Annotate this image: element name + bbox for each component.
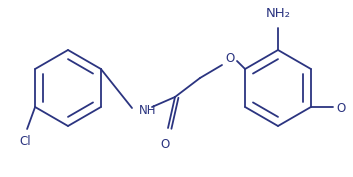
Text: Cl: Cl xyxy=(19,135,31,148)
Text: O: O xyxy=(336,101,346,115)
Text: NH: NH xyxy=(139,104,156,116)
Text: O: O xyxy=(225,52,235,64)
Text: O: O xyxy=(160,138,170,151)
Text: NH₂: NH₂ xyxy=(265,7,291,20)
